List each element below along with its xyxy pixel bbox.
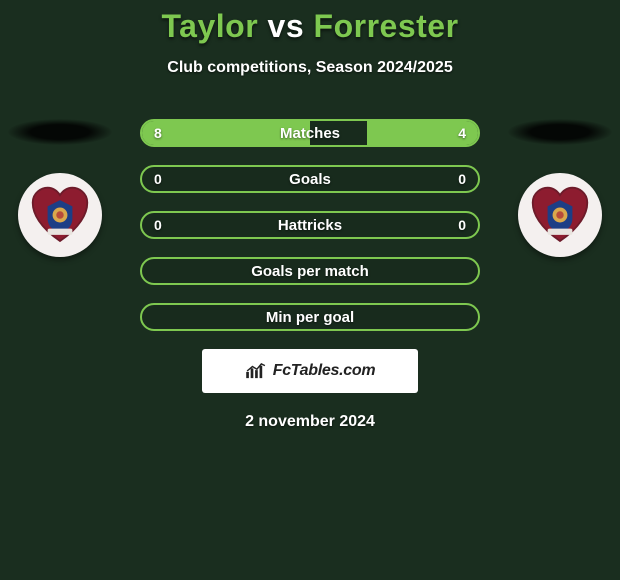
hearts-crest-icon (529, 184, 591, 246)
player-b-name: Forrester (314, 8, 459, 44)
bar-chart-icon (245, 363, 267, 379)
stat-row: Hattricks0 0 (140, 211, 480, 239)
footer-date: 2 november 2024 (245, 413, 375, 431)
stat-label: Matches (140, 125, 480, 142)
player-b-crest (518, 173, 602, 257)
comparison-card: Taylor vs Forrester Club competitions, S… (0, 0, 620, 431)
vs-word: vs (268, 8, 305, 44)
stat-row: Goals0 0 (140, 165, 480, 193)
stat-value-right: 0 (458, 171, 466, 187)
stat-row: Goals per match (140, 257, 480, 285)
attribution-text: FcTables.com (273, 362, 376, 380)
attribution-badge[interactable]: FcTables.com (202, 349, 418, 393)
stat-label: Goals (140, 171, 480, 188)
stat-value-right: 0 (458, 217, 466, 233)
player-b-shadow (508, 119, 612, 145)
player-a-shadow (8, 119, 112, 145)
stat-value-left: 8 (154, 125, 162, 141)
stat-label: Min per goal (140, 309, 480, 326)
stat-value-left: 0 (154, 171, 162, 187)
stat-value-right: 4 (458, 125, 466, 141)
page-title: Taylor vs Forrester (161, 8, 458, 45)
stat-value-left: 0 (154, 217, 162, 233)
hearts-crest-icon (29, 184, 91, 246)
player-a-name: Taylor (161, 8, 258, 44)
stat-label: Goals per match (140, 263, 480, 280)
stat-row: Matches8 4 (140, 119, 480, 147)
stat-row: Min per goal (140, 303, 480, 331)
stat-label: Hattricks (140, 217, 480, 234)
stats-stage: Matches84Goals00Hattricks00Goals per mat… (0, 119, 620, 331)
stats-rows: Matches84Goals00Hattricks00Goals per mat… (140, 119, 480, 331)
subtitle: Club competitions, Season 2024/2025 (167, 59, 452, 77)
player-a-crest (18, 173, 102, 257)
